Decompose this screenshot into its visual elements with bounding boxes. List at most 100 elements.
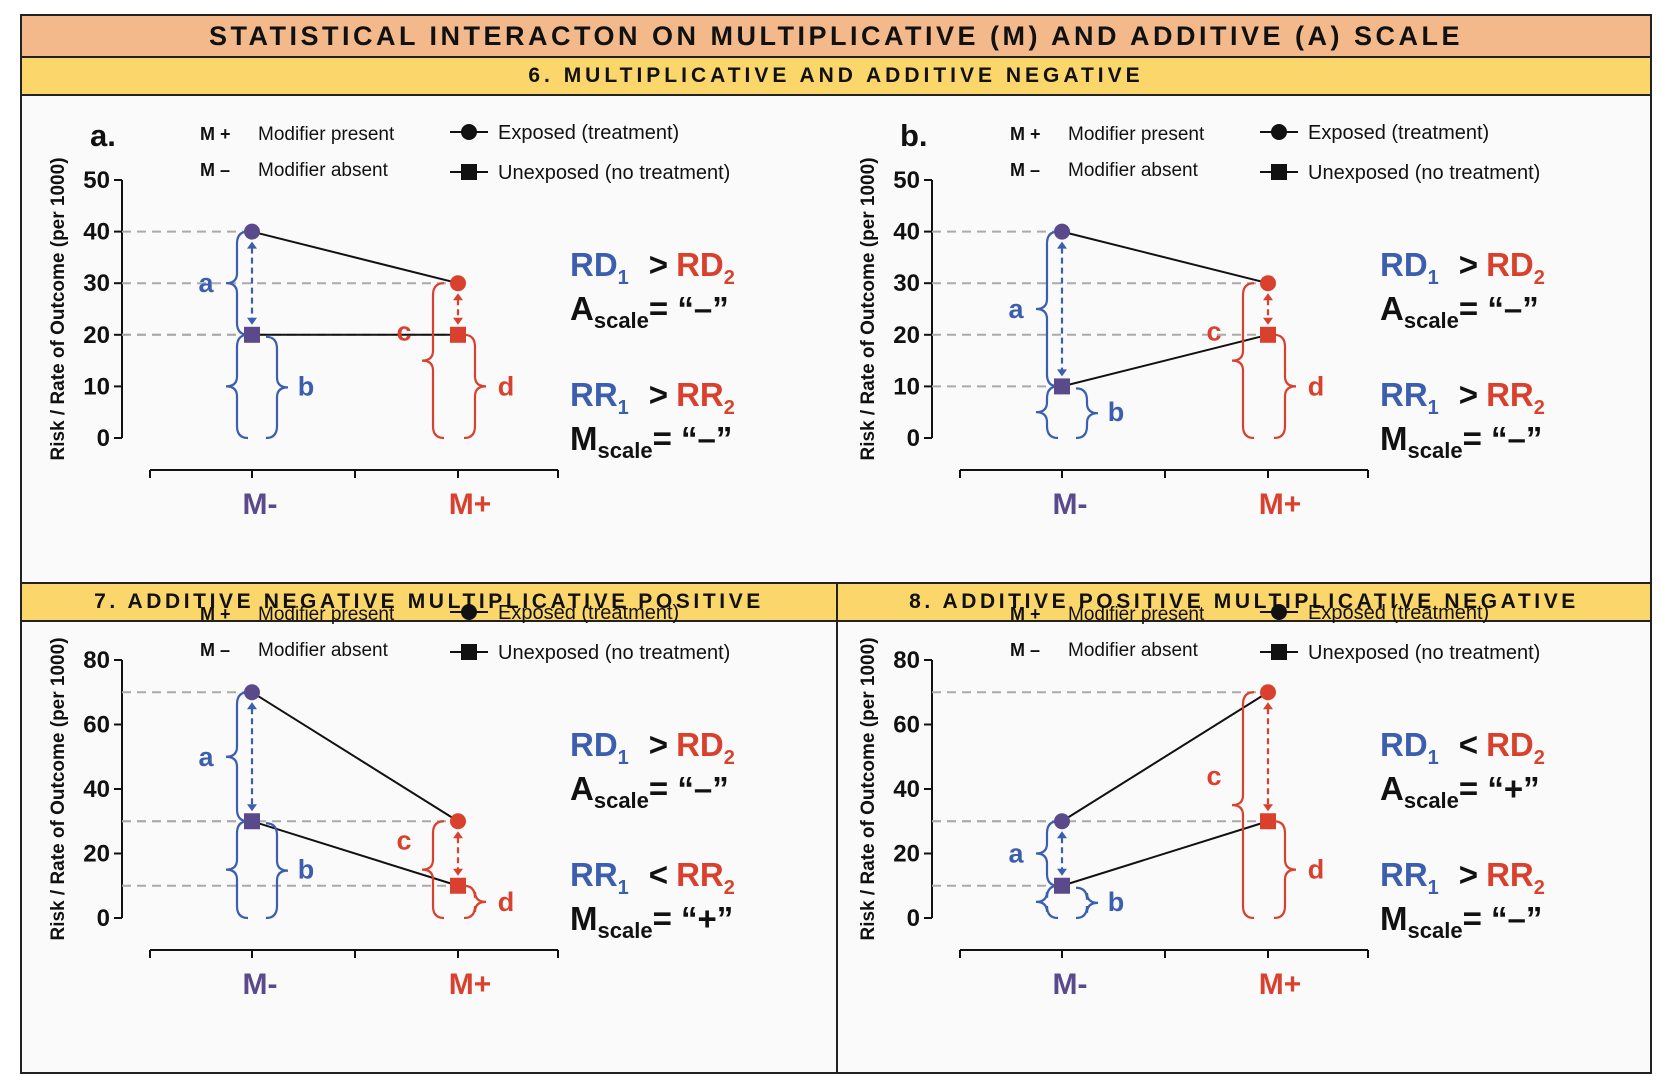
bracket-label-b: b [298, 371, 315, 401]
y-tick-label: 50 [83, 167, 110, 194]
difference-arrow-m-plus-head-top [453, 831, 463, 839]
legend-exposed-marker [1271, 124, 1287, 140]
y-tick-label: 10 [83, 373, 110, 400]
difference-arrow-m-plus-head-top [1263, 293, 1273, 301]
y-tick-label: 0 [907, 425, 920, 452]
bracket-label-c: c [1206, 761, 1221, 791]
legend-exposed-text: Exposed (treatment) [1308, 122, 1489, 144]
legend-unexposed-marker [461, 164, 477, 180]
exposed-point-m-plus [1260, 275, 1276, 292]
y-tick-label: 40 [83, 219, 110, 246]
x-tick-label-m-plus: M+ [1259, 488, 1302, 521]
unexposed-series-line [251, 820, 459, 887]
relation-comparison: RD1 > RD2 [570, 726, 735, 769]
bracket-a [1035, 820, 1059, 887]
y-tick-label: 20 [893, 841, 920, 868]
bracket-d [463, 333, 487, 440]
bracket-c [421, 820, 445, 920]
difference-arrow-m-minus-head-top [247, 702, 257, 710]
bracket-a-lower [225, 333, 249, 440]
y-tick-label: 20 [83, 322, 110, 349]
y-axis-label: Risk / Rate of Outcome (per 1000) [48, 637, 69, 940]
y-tick-label: 80 [83, 647, 110, 674]
x-tick-label-m-plus: M+ [449, 968, 492, 1001]
difference-arrow-m-plus-head-bottom [453, 317, 463, 325]
bracket-a-lower [1035, 884, 1059, 920]
bracket-a-lower [1035, 385, 1059, 440]
unexposed-series-line [1061, 820, 1269, 887]
legend-m-plus-text: Modifier present [1068, 604, 1205, 625]
relation-comparison: RD1 > RD2 [570, 246, 735, 289]
y-tick-label: 20 [893, 322, 920, 349]
y-tick-label: 40 [893, 219, 920, 246]
legend-exposed-text: Exposed (treatment) [498, 602, 679, 624]
bracket-label-b: b [1108, 887, 1125, 917]
bracket-d [1273, 820, 1297, 920]
exposed-series-line [1061, 691, 1269, 823]
exposed-point-m-plus [450, 275, 466, 292]
legend-unexposed-marker [1271, 644, 1287, 660]
y-tick-label: 50 [893, 167, 920, 194]
section-7-title: 7. ADDITIVE NEGATIVE MULTIPLICATIVE POSI… [22, 582, 836, 622]
difference-arrow-m-minus-head-bottom [1057, 868, 1067, 876]
x-tick-label-m-plus: M+ [1259, 968, 1302, 1001]
panel-label: b. [900, 118, 928, 153]
chart-panel-b: Risk / Rate of Outcome (per 1000) b. M + Mo… [858, 118, 1545, 521]
difference-arrow-m-minus-head-top [1057, 831, 1067, 839]
unexposed-point-m-minus [244, 813, 260, 830]
legend-unexposed-text: Unexposed (no treatment) [498, 162, 730, 184]
figure-title: STATISTICAL INTERACTON ON MULTIPLICATIVE… [22, 16, 1650, 58]
legend-m-minus-code: M – [200, 160, 230, 180]
bracket-label-d: d [498, 887, 515, 917]
legend-m-plus-text: Modifier present [258, 604, 395, 625]
y-tick-label: 30 [893, 270, 920, 297]
exposed-point-m-minus [244, 223, 260, 240]
difference-arrow-m-plus-head-top [453, 293, 463, 301]
difference-arrow-m-plus-head-bottom [1263, 804, 1273, 812]
panel-divider [836, 622, 838, 1074]
bracket-c [1231, 691, 1255, 920]
y-tick-label: 60 [893, 712, 920, 739]
bracket-label-c: c [396, 826, 411, 856]
legend-m-minus-code: M – [1010, 640, 1040, 660]
y-tick-label: 0 [97, 905, 110, 932]
panel-label: a. [90, 118, 116, 153]
relation-scale: Mscale= “–” [1380, 420, 1542, 463]
legend-m-plus-text: Modifier present [258, 124, 395, 145]
bracket-d [463, 884, 487, 920]
difference-arrow-m-minus-head-bottom [247, 317, 257, 325]
exposed-series-line [1061, 230, 1269, 285]
legend-exposed-text: Exposed (treatment) [498, 122, 679, 144]
exposed-point-m-minus [244, 684, 260, 701]
unexposed-point-m-minus [1054, 378, 1070, 395]
relation-comparison: RR1 > RR2 [570, 376, 735, 419]
legend-exposed-marker [461, 124, 477, 140]
relation-comparison: RR1 < RR2 [570, 856, 735, 899]
chart-panel-8: Risk / Rate of Outcome (per 1000) M + Modi… [858, 602, 1545, 1001]
exposed-point-m-plus [1260, 684, 1276, 701]
legend-m-minus-text: Modifier absent [1068, 640, 1199, 661]
unexposed-point-m-minus [1054, 877, 1070, 894]
y-tick-label: 10 [893, 373, 920, 400]
legend-unexposed-text: Unexposed (no treatment) [1308, 162, 1540, 184]
bracket-label-a: a [198, 268, 214, 298]
x-tick-label-m-minus: M- [243, 968, 278, 1001]
legend-exposed-text: Exposed (treatment) [1308, 602, 1489, 624]
chart-panel-a: Risk / Rate of Outcome (per 1000) a. M + Mo… [48, 118, 735, 521]
y-axis-label: Risk / Rate of Outcome (per 1000) [858, 157, 879, 460]
y-axis-label: Risk / Rate of Outcome (per 1000) [858, 637, 879, 940]
bracket-b [265, 335, 289, 440]
difference-arrow-m-plus-head-bottom [1263, 317, 1273, 325]
bracket-label-c: c [396, 317, 411, 347]
legend-unexposed-text: Unexposed (no treatment) [1308, 642, 1540, 664]
relation-scale: Ascale= “–” [570, 770, 729, 813]
legend-m-minus-text: Modifier absent [258, 640, 389, 661]
legend-unexposed-text: Unexposed (no treatment) [498, 642, 730, 664]
bracket-label-a: a [1008, 839, 1024, 869]
bracket-label-b: b [298, 855, 315, 885]
section-6-title: 6. MULTIPLICATIVE AND ADDITIVE NEGATIVE [22, 58, 1650, 96]
difference-arrow-m-plus-head-top [1263, 702, 1273, 710]
difference-arrow-m-minus-head-top [1057, 241, 1067, 249]
bracket-a-lower [225, 820, 249, 920]
y-tick-label: 60 [83, 712, 110, 739]
